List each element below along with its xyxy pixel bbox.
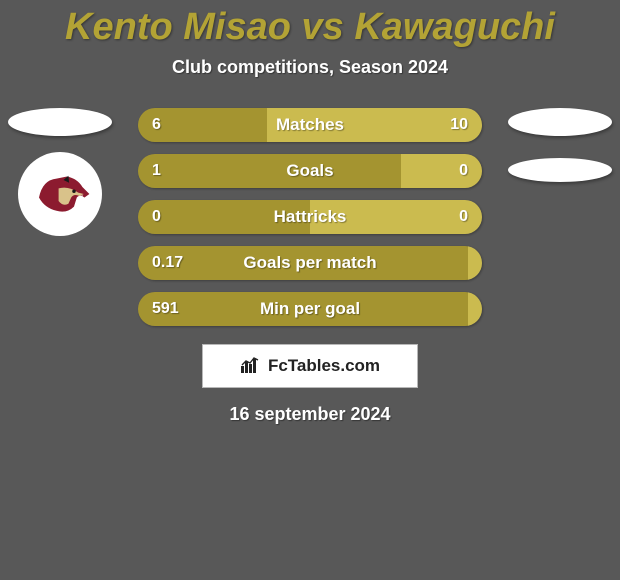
player-left-oval: [8, 108, 112, 136]
stat-right-segment: 10: [267, 108, 482, 142]
comparison-content: 610Matches10Goals00Hattricks0.17Goals pe…: [0, 108, 620, 326]
stat-row: 610Matches: [138, 108, 482, 142]
player-left-column: [0, 108, 120, 236]
stat-right-value: 0: [459, 162, 468, 180]
stat-left-value: 6: [152, 116, 161, 134]
comparison-title: Kento Misao vs Kawaguchi: [0, 0, 620, 49]
stat-left-value: 1: [152, 162, 161, 180]
stat-row: 0.17Goals per match: [138, 246, 482, 280]
player-right-column: [500, 108, 620, 182]
stat-left-segment: 0.17: [138, 246, 468, 280]
stat-left-segment: 1: [138, 154, 401, 188]
stat-left-value: 0.17: [152, 254, 183, 272]
footer-date: 16 september 2024: [0, 404, 620, 425]
stat-right-value: 10: [450, 116, 468, 134]
player-right-oval-1: [508, 108, 612, 136]
stat-row: 00Hattricks: [138, 200, 482, 234]
player-right-oval-2: [508, 158, 612, 182]
stat-left-segment: 6: [138, 108, 267, 142]
stat-bars: 610Matches10Goals00Hattricks0.17Goals pe…: [138, 108, 482, 326]
stat-right-segment: [468, 246, 482, 280]
stat-right-segment: 0: [401, 154, 482, 188]
stat-left-segment: 0: [138, 200, 310, 234]
stat-left-segment: 591: [138, 292, 468, 326]
stat-right-segment: [468, 292, 482, 326]
title-vs: vs: [291, 6, 354, 48]
coyote-logo-icon: [25, 159, 95, 229]
brand-text: FcTables.com: [268, 356, 380, 376]
brand-box[interactable]: FcTables.com: [202, 344, 418, 388]
stat-row: 10Goals: [138, 154, 482, 188]
stat-left-value: 0: [152, 208, 161, 226]
title-player-left: Kento Misao: [65, 6, 291, 48]
stat-right-value: 0: [459, 208, 468, 226]
barchart-icon: [240, 356, 262, 377]
title-player-right: Kawaguchi: [354, 6, 555, 48]
stat-left-value: 591: [152, 300, 179, 318]
player-left-avatar: [18, 152, 102, 236]
comparison-subtitle: Club competitions, Season 2024: [0, 57, 620, 78]
stat-row: 591Min per goal: [138, 292, 482, 326]
stat-right-segment: 0: [310, 200, 482, 234]
